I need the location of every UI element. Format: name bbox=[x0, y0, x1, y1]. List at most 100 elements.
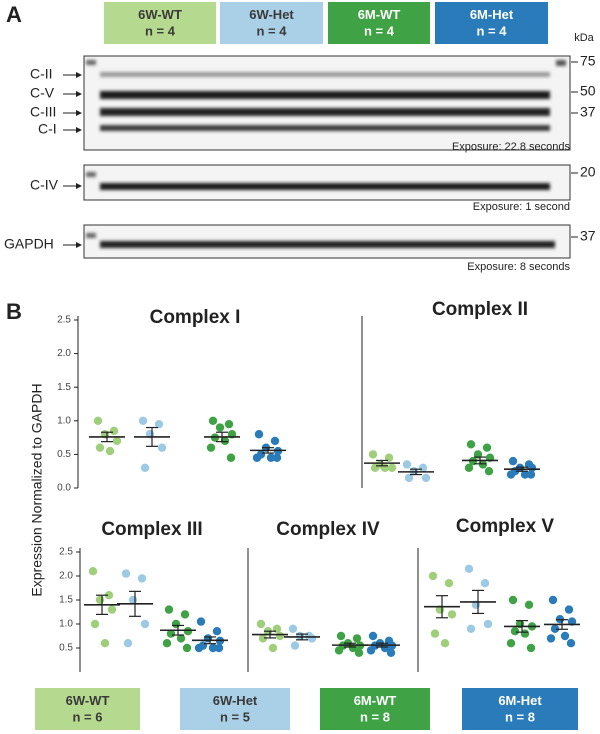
band-label: GAPDH bbox=[4, 236, 54, 252]
chart-title: Complex V bbox=[456, 516, 555, 537]
data-point bbox=[95, 443, 105, 452]
chart-title: Complex III bbox=[101, 519, 202, 540]
y-tick-label: 1.0 bbox=[59, 619, 73, 630]
data-point bbox=[112, 436, 122, 446]
panel-label: B bbox=[6, 299, 22, 324]
data-point bbox=[138, 416, 148, 425]
data-point bbox=[272, 453, 282, 462]
data-point bbox=[421, 473, 431, 483]
data-point bbox=[546, 634, 556, 643]
data-point bbox=[386, 648, 396, 657]
data-point bbox=[560, 631, 570, 641]
data-point bbox=[212, 627, 222, 636]
data-point bbox=[258, 634, 268, 643]
data-point bbox=[484, 467, 494, 476]
data-point bbox=[480, 579, 490, 588]
y-tick-label: 1.0 bbox=[57, 415, 71, 426]
bands bbox=[86, 172, 550, 190]
data-point bbox=[166, 629, 176, 638]
data-point bbox=[171, 619, 181, 629]
data-point bbox=[526, 470, 536, 479]
data-point bbox=[288, 624, 298, 633]
data-point bbox=[95, 595, 105, 605]
group-n: n = 8 bbox=[360, 710, 390, 725]
unit-label: kDa bbox=[574, 32, 594, 44]
data-point bbox=[444, 579, 454, 588]
blot bbox=[83, 55, 571, 151]
data-point bbox=[164, 605, 174, 614]
data-point bbox=[520, 470, 530, 479]
data-point bbox=[196, 617, 206, 626]
group-n: n = 4 bbox=[257, 24, 288, 39]
data-point bbox=[140, 619, 150, 629]
group-n: n = 8 bbox=[505, 710, 535, 725]
data-point bbox=[137, 574, 147, 583]
y-tick-label: 1.5 bbox=[59, 595, 73, 606]
data-point bbox=[208, 416, 218, 425]
group-name: 6M-Het bbox=[470, 7, 514, 22]
data-point bbox=[268, 643, 278, 653]
group-n: n = 5 bbox=[220, 710, 250, 725]
data-point bbox=[162, 639, 172, 648]
chart-title: Complex IV bbox=[276, 519, 380, 540]
data-point bbox=[109, 426, 119, 436]
group-n: n = 4 bbox=[145, 24, 176, 39]
group-name: 6W-WT bbox=[138, 7, 182, 22]
group-name: 6M-WT bbox=[358, 7, 401, 22]
data-point bbox=[464, 463, 474, 473]
data-point bbox=[215, 423, 225, 432]
data-point bbox=[256, 619, 266, 629]
data-point bbox=[214, 643, 224, 653]
data-point bbox=[295, 631, 305, 641]
y-axis-label: Expression Normalized to GAPDH bbox=[29, 383, 45, 596]
data-point bbox=[564, 605, 574, 614]
data-point bbox=[307, 634, 317, 643]
group-box bbox=[104, 2, 216, 44]
data-point bbox=[430, 629, 440, 638]
group-name: 6M-Het bbox=[498, 693, 542, 708]
data-point bbox=[140, 463, 150, 473]
y-tick-label: 1.5 bbox=[57, 382, 71, 393]
data-point bbox=[506, 470, 516, 479]
data-point bbox=[387, 463, 397, 473]
data-point bbox=[368, 450, 378, 459]
data-point bbox=[93, 416, 103, 425]
group-n: n = 4 bbox=[477, 24, 508, 39]
band-label: C-II bbox=[30, 66, 53, 82]
group-name: 6W-WT bbox=[66, 693, 110, 708]
data-point bbox=[203, 634, 213, 643]
data-point bbox=[402, 460, 412, 469]
group-box bbox=[35, 688, 140, 730]
data-point bbox=[368, 631, 378, 641]
data-point bbox=[510, 627, 520, 636]
data-point bbox=[506, 639, 516, 648]
data-point bbox=[418, 463, 428, 473]
marker-label: 75 bbox=[580, 53, 596, 69]
y-tick-label: 2.0 bbox=[57, 348, 71, 359]
exposure: Exposure: 1 second bbox=[473, 201, 570, 213]
data-point bbox=[105, 446, 115, 456]
group-box bbox=[328, 2, 430, 44]
group-name: 6W-Het bbox=[249, 7, 294, 22]
data-point bbox=[194, 643, 204, 653]
band-label: C-I bbox=[38, 121, 57, 137]
panel-label: A bbox=[6, 2, 22, 27]
data-point bbox=[220, 436, 230, 446]
data-point bbox=[180, 610, 190, 619]
data-point bbox=[176, 634, 186, 643]
data-point bbox=[508, 456, 518, 466]
data-point bbox=[182, 643, 192, 653]
data-point bbox=[478, 460, 488, 469]
marker-label: 50 bbox=[580, 83, 596, 99]
data-point bbox=[566, 639, 576, 648]
data-point bbox=[226, 453, 236, 462]
data-point bbox=[526, 643, 536, 653]
exposure: Exposure: 22.8 seconds bbox=[452, 141, 571, 153]
data-point bbox=[104, 591, 114, 600]
data-point bbox=[224, 419, 234, 429]
bands bbox=[86, 60, 566, 131]
data-point bbox=[428, 571, 438, 581]
y-tick-label: 0.0 bbox=[57, 483, 71, 494]
data-point bbox=[208, 643, 218, 653]
